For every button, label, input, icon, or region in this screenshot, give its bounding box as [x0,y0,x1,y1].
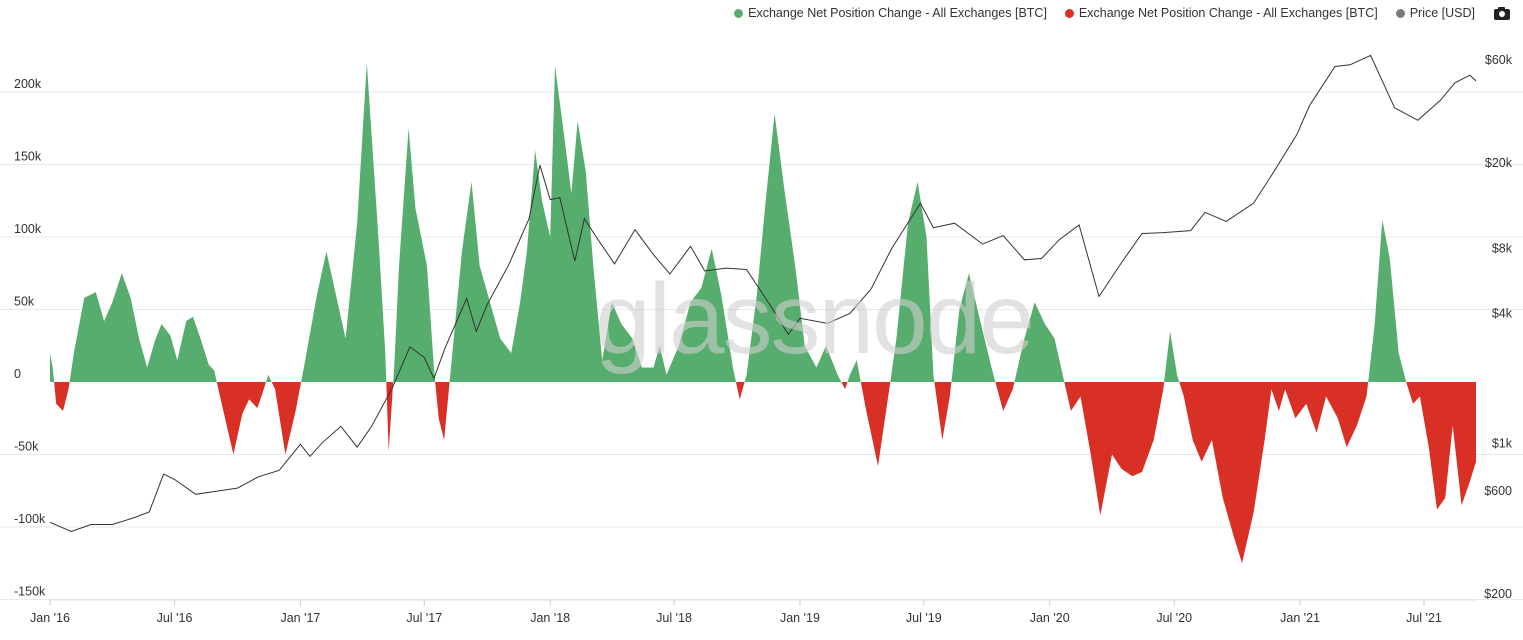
x-tick-label: Jul '21 [1406,611,1442,625]
legend-label-inflow: Exchange Net Position Change - All Excha… [748,6,1047,20]
legend-dot-inflow [734,8,744,18]
legend-item-inflow[interactable]: Exchange Net Position Change - All Excha… [734,6,1047,20]
legend: Exchange Net Position Change - All Excha… [716,6,1511,20]
x-tick-label: Jan '16 [30,611,70,625]
x-tick-label: Jan '17 [280,611,320,625]
legend-item-price[interactable]: Price [USD] [1395,6,1475,20]
legend-label-outflow: Exchange Net Position Change - All Excha… [1078,6,1378,20]
legend-dot-price [1395,8,1405,18]
y-right-tick-label: $200 [1484,587,1512,601]
camera-icon[interactable] [1493,6,1511,20]
x-tick-label: Jan '19 [780,611,820,625]
legend-dot-outflow [1064,8,1074,18]
x-tick-label: Jan '20 [1030,611,1070,625]
y-left-tick-label: 50k [14,295,35,309]
x-tick-label: Jul '20 [1156,611,1192,625]
y-right-tick-label: $60k [1485,53,1513,67]
y-left-tick-label: -150k [14,585,46,599]
y-left-tick-label: -50k [14,440,39,454]
legend-label-price: Price [USD] [1409,6,1475,20]
price-line [49,54,1477,533]
y-left-tick-label: 0 [14,367,21,381]
x-tick-label: Jul '18 [656,611,692,625]
x-tick-label: Jan '21 [1280,611,1320,625]
y-right-tick-label: $8k [1492,242,1513,256]
x-tick-label: Jan '18 [530,611,570,625]
watermark: glassnode [595,263,1035,375]
y-right-tick-label: $1k [1492,436,1513,450]
x-tick-label: Jul '16 [157,611,193,625]
net-position-negative-area [50,382,1476,564]
x-tick-label: Jul '19 [906,611,942,625]
legend-item-outflow[interactable]: Exchange Net Position Change - All Excha… [1064,6,1378,20]
y-left-tick-label: 200k [14,77,42,91]
y-left-tick-label: 150k [14,150,42,164]
net-position-positive-area [50,63,1476,382]
x-tick-label: Jul '17 [406,611,442,625]
y-right-tick-label: $4k [1492,307,1513,321]
y-right-tick-label: $600 [1484,484,1512,498]
y-right-tick-label: $20k [1485,156,1513,170]
y-left-tick-label: -100k [14,512,46,526]
y-left-tick-label: 100k [14,222,42,236]
